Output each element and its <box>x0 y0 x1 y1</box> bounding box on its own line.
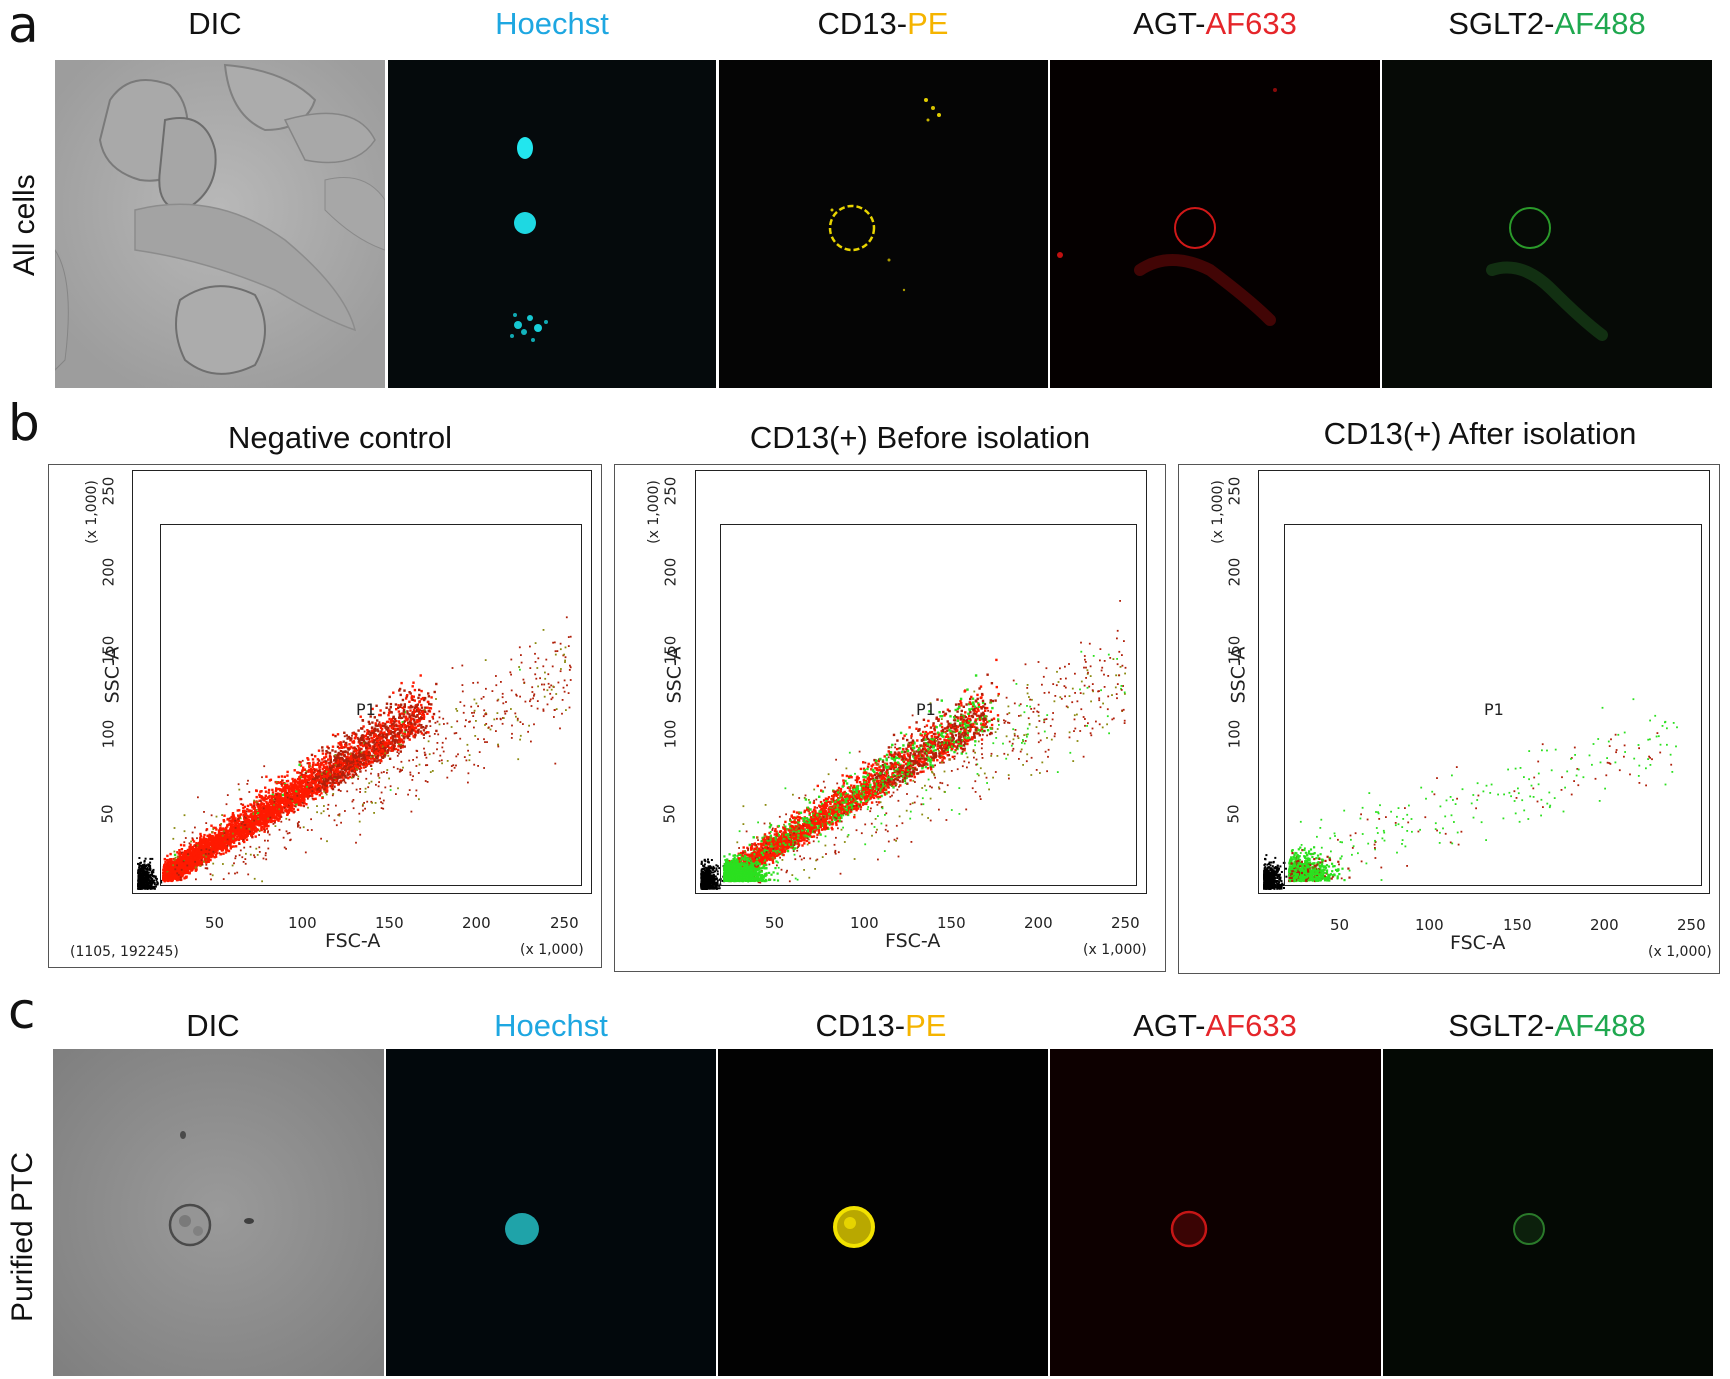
channel-label-sglt2-a: SGLT2-AF488 <box>1448 6 1646 41</box>
agt-signal-drawing <box>1057 88 1277 326</box>
channel-label-agt-a: AGT-AF633 <box>1133 6 1297 41</box>
plot-title-before-isolation: CD13(+) Before isolation <box>749 420 1091 455</box>
agt-micrograph-a <box>1050 60 1380 388</box>
row-label-all-cells: All cells <box>8 174 41 276</box>
panel-letter-b: b <box>8 394 40 452</box>
sglt2-signal-drawing <box>1486 207 1608 341</box>
channel-label-cd13-a: CD13-PE <box>817 6 949 41</box>
hoechst-micrograph-a <box>388 60 716 388</box>
panel-letter-a: a <box>8 0 39 54</box>
cd13-micrograph-a <box>719 60 1048 388</box>
dic-cells-drawing <box>55 60 385 388</box>
sglt2-micrograph-a <box>1382 60 1712 388</box>
hoechst-nuclei-drawing <box>510 137 548 342</box>
channel-label-dic-a: DIC <box>188 6 242 41</box>
plot-title-after-isolation: CD13(+) After isolation <box>1323 416 1637 451</box>
channel-label-hoechst-a: Hoechst <box>495 6 609 41</box>
cd13-signal-drawing <box>828 98 941 292</box>
plot-title-negative-control: Negative control <box>227 420 452 455</box>
dic-micrograph-a <box>55 60 385 388</box>
